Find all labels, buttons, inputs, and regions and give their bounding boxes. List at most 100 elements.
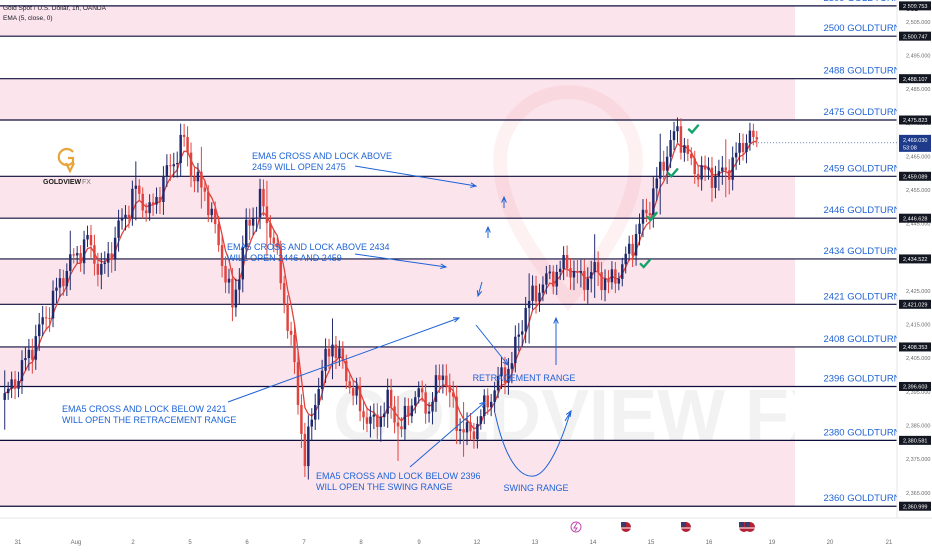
candle-body [376,414,379,427]
price-badge [899,1,931,11]
candle-body [286,303,289,331]
candle-body [434,375,438,402]
currency-label: USD [906,7,919,13]
candle-body [565,254,569,269]
price-badge [899,501,931,511]
candle-body [734,152,738,158]
watermark: GOLDVIEW FX [333,85,837,456]
price-badge-text: 2,475.823 [903,118,927,124]
us-flag-icon[interactable] [621,522,631,532]
candle-body [110,253,113,260]
candle-body [51,290,55,319]
candle-body [272,237,276,244]
candle-body [496,376,500,391]
checkmark-icon [687,124,700,135]
candle-body [724,167,727,171]
candle-body [217,224,220,246]
logo-suffix: FX [82,179,91,186]
x-tick-label: 21 [886,540,893,546]
candle-body [203,187,207,192]
y-tick-label: 2,405.000 [906,356,930,362]
arrowhead-icon [440,263,448,270]
candle-body [348,381,351,389]
price-badge [899,342,931,352]
candle-body [327,348,331,357]
x-tick-label: 31 [15,540,22,546]
candle-body [414,397,417,406]
annotation-line: WILL OPEN THE SWING RANGE [316,482,453,492]
candle-body [741,142,745,153]
candle-body [721,167,724,172]
candle-body [752,130,755,138]
candle-body [365,417,369,424]
candle-body [638,223,641,234]
swing-range-label: SWING RANGE [503,483,568,493]
candle-body [231,278,234,308]
candle-body [120,218,124,221]
candle-body [593,262,596,273]
symbol-title: Gold Spot / U.S. Dollar, 1h, OANDA [3,5,107,12]
x-tick-label: 8 [359,540,363,546]
candle-body [38,324,41,337]
candle-body [745,142,748,153]
candle-body [324,348,327,371]
candle-body [279,247,282,284]
y-tick-label: 2,455.000 [906,188,930,194]
candle-body [600,272,603,291]
annotation-arrow [477,281,483,297]
candle-body [534,285,538,302]
candle-body [545,273,548,285]
candle-body [141,193,144,211]
candle-body [517,334,520,337]
watermark-pin-icon [492,85,644,312]
annotation-line: EMA5 CROSS AND LOCK ABOVE [252,151,392,161]
candle-body [148,202,151,214]
y-tick-label: 2,395.000 [906,390,930,396]
y-tick-label: 2,505.000 [906,20,930,26]
candle-body [24,358,27,361]
price-badge [899,171,931,181]
candle-body [541,284,545,293]
time-axis[interactable]: 31 Aug 2 5 6 7 8 9 12 13 14 15 16 19 20 21 [15,540,893,546]
candle-body [683,145,686,153]
candle-body [258,188,262,218]
us-flag-icon[interactable] [681,522,691,532]
x-tick-label: 2 [131,540,135,546]
candle-body [369,416,372,424]
candle-body [289,330,293,335]
y-tick-label: 2,425.000 [906,289,930,295]
lightning-icon[interactable] [570,521,582,533]
candle-body [227,278,231,283]
candle-body [107,253,110,263]
candle-body [393,406,396,423]
candle-body [151,202,155,205]
arrowhead-icon [485,225,491,233]
annotation-line: WILL OPEN 2446 AND 2459 [227,253,342,263]
candle-body [748,130,752,143]
level-label: 2459 GOLDTURN [823,163,900,174]
candle-body [441,375,445,380]
indicator-legend[interactable]: EMA (5, close, 0) [3,15,53,22]
candle-body [179,134,182,164]
candle-body [248,219,251,226]
level-label: 2421 GOLDTURN [823,291,900,302]
candle-body [358,386,362,412]
candle-body [213,208,217,225]
candle-body [362,411,365,418]
zone-band [0,78,795,121]
candle-body [510,363,514,369]
x-tick-label: 7 [302,540,306,546]
candle-body [479,416,483,424]
candle-body [13,379,17,389]
candle-body [75,253,79,256]
candle-body [320,370,324,390]
candle-body [431,401,434,412]
zone-band [0,5,795,37]
candle-body [89,235,93,246]
candle-body [331,344,334,357]
candle-body [552,271,555,287]
us-flag-icon[interactable] [745,522,755,532]
price-badge-text: 2,446.628 [903,216,927,222]
candle-body [210,208,213,216]
